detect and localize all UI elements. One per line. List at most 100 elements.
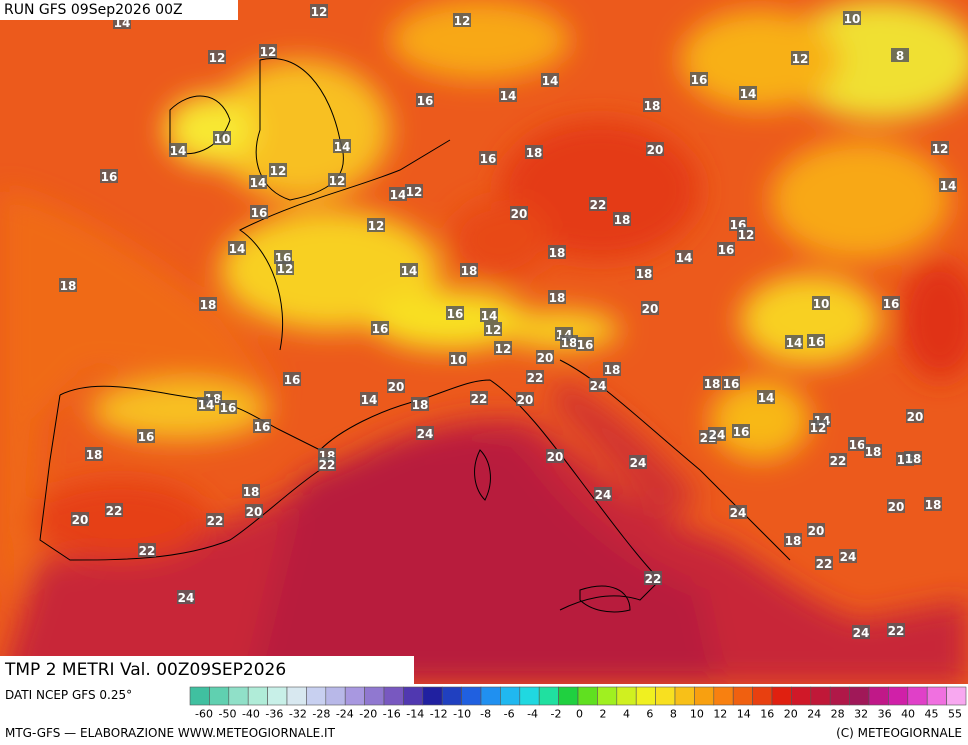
colorbar-label: -6 xyxy=(504,708,515,721)
temp-label-text: 24 xyxy=(840,550,857,564)
temp-label-box xyxy=(839,549,857,563)
temp-label-box xyxy=(219,400,237,414)
temp-label: 18 xyxy=(864,444,882,459)
temp-label-box xyxy=(737,227,755,241)
temp-label: 16 xyxy=(576,337,594,352)
temp-label-text: 18 xyxy=(614,213,631,227)
temp-label-text: 20 xyxy=(511,207,528,221)
temp-label: 20 xyxy=(387,379,405,394)
temp-label: 20 xyxy=(641,301,659,316)
temp-label-text: 14 xyxy=(361,393,378,407)
temp-label-box xyxy=(812,296,830,310)
temp-label-box xyxy=(105,503,123,517)
temp-label-text: 18 xyxy=(412,398,429,412)
temp-label: 24 xyxy=(839,549,857,564)
temp-label-text: 14 xyxy=(198,398,215,412)
temp-label-box xyxy=(328,173,346,187)
temp-label-box xyxy=(785,335,803,349)
temp-label-text: 14 xyxy=(229,242,246,256)
colorbar-swatch xyxy=(422,686,443,706)
temp-label: 14 xyxy=(499,88,517,103)
temp-label: 14 xyxy=(480,308,498,323)
temp-label-box xyxy=(646,142,664,156)
source-label: DATI NCEP GFS 0.25° xyxy=(5,688,132,702)
temp-label: 16 xyxy=(219,400,237,415)
temp-label: 18 xyxy=(784,533,802,548)
temp-label: 18 xyxy=(548,290,566,305)
temp-label-text: 20 xyxy=(547,450,564,464)
colorbar-swatch xyxy=(635,686,656,706)
temp-label-box xyxy=(891,48,909,62)
temp-label-text: 20 xyxy=(808,524,825,538)
temp-label-text: 12 xyxy=(329,174,346,188)
temp-label: 20 xyxy=(646,142,664,157)
colorbar-swatch xyxy=(616,686,637,706)
title-box xyxy=(0,656,414,684)
temp-label-text: 16 xyxy=(254,420,271,434)
temp-label: 12 xyxy=(259,44,277,59)
temp-label-text: 18 xyxy=(86,448,103,462)
colorbar-swatch xyxy=(189,686,210,706)
temp-label: 16 xyxy=(732,424,750,439)
temp-label-text: 22 xyxy=(139,544,156,558)
temp-label-text: 12 xyxy=(270,164,287,178)
temp-label-text: 22 xyxy=(830,454,847,468)
colorbar-label: 20 xyxy=(784,708,798,721)
temp-label-box xyxy=(635,266,653,280)
temp-label-text: 10 xyxy=(214,132,231,146)
temp-label-box xyxy=(887,623,905,637)
temp-label-box xyxy=(757,390,775,404)
temp-label: 16 xyxy=(722,376,740,391)
temp-label-text: 14 xyxy=(390,188,407,202)
temp-label: 10 xyxy=(449,352,467,367)
temp-label-text: 18 xyxy=(785,534,802,548)
temp-label: 20 xyxy=(906,409,924,424)
temp-label-text: 14 xyxy=(542,74,559,88)
colorbar-label: 12 xyxy=(713,708,727,721)
temp-label-text: 24 xyxy=(630,456,647,470)
temp-label-text: 18 xyxy=(704,377,721,391)
temp-label-box xyxy=(274,250,292,264)
temp-label: 20 xyxy=(807,523,825,538)
temp-label-text: 14 xyxy=(334,140,351,154)
temp-label-text: 16 xyxy=(372,322,389,336)
temp-label: 14 xyxy=(939,178,957,193)
temp-label: 22 xyxy=(470,391,488,406)
temp-label-box xyxy=(722,376,740,390)
temp-label-text: 14 xyxy=(500,89,517,103)
colorbar-swatch xyxy=(713,686,734,706)
temp-label-box xyxy=(546,449,564,463)
temp-label-box xyxy=(809,420,827,434)
temp-label-box xyxy=(100,169,118,183)
temp-label-box xyxy=(807,334,825,348)
temp-label-box xyxy=(213,131,231,145)
temp-label: 18 xyxy=(548,245,566,260)
temp-label: 14 xyxy=(197,397,215,412)
temp-label-box xyxy=(400,263,418,277)
temp-label-text: 14 xyxy=(401,264,418,278)
temp-label: 10 xyxy=(812,296,830,311)
temp-label-text: 22 xyxy=(106,504,123,518)
temp-label-text: 16 xyxy=(577,338,594,352)
temp-label: 22 xyxy=(206,513,224,528)
temp-label-text: 12 xyxy=(495,342,512,356)
temp-label-box xyxy=(887,499,905,513)
colorbar-swatch xyxy=(538,686,559,706)
temp-label-box xyxy=(924,497,942,511)
temp-label-text: 16 xyxy=(808,335,825,349)
temp-label: 16 xyxy=(882,296,900,311)
temp-label-text: 18 xyxy=(526,146,543,160)
temp-label-box xyxy=(59,278,77,292)
temp-label-box xyxy=(739,86,757,100)
run-box xyxy=(0,0,238,20)
colorbar-label: 55 xyxy=(948,708,962,721)
colorbar-label: 45 xyxy=(925,708,939,721)
temp-label-text: 20 xyxy=(888,500,905,514)
temp-label: 18 xyxy=(199,297,217,312)
temp-label-box xyxy=(480,308,498,322)
temp-label-text: 22 xyxy=(645,572,662,586)
temp-label: 14 xyxy=(400,263,418,278)
temp-label: 12 xyxy=(453,13,471,28)
colorbar-label: -14 xyxy=(406,708,424,721)
